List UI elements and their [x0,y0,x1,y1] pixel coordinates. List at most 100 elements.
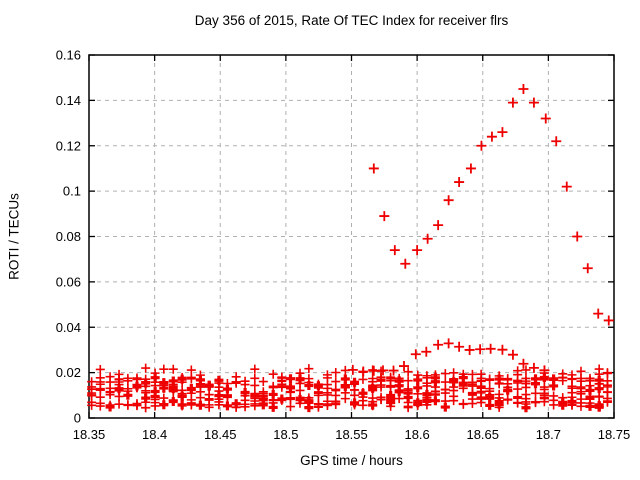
band-point [195,400,205,410]
band-point [177,391,187,401]
y-tick-label: 0.16 [56,48,81,63]
band-point [494,379,504,389]
band-point [313,402,323,412]
roti-secondary-bump-point [378,365,388,376]
band-point [350,385,360,395]
band-point [531,374,541,384]
band-point [114,391,124,401]
band-point [222,391,232,401]
band-point [331,367,341,377]
band-point [258,377,268,387]
band-point [386,398,396,408]
y-tick-label: 0.06 [56,274,81,289]
band-point [422,400,432,410]
band-point [549,395,559,405]
band-point [285,374,295,384]
roti-main-arc-point [368,163,379,174]
y-tick-label: 0 [74,411,81,426]
band-point [467,399,477,409]
band-point [521,378,531,388]
x-tick-label: 18.65 [466,427,499,442]
band-point [576,366,586,376]
roti-main-arc-point [528,97,539,108]
band-point [105,401,115,411]
band-point [295,368,305,378]
band-point [250,392,260,402]
band-point [123,384,133,394]
y-tick-label: 0.04 [56,320,81,335]
band-point [413,400,423,410]
roti-main-arc-point [572,231,583,242]
band-point [340,383,350,393]
band-point [141,378,151,388]
band-point [95,364,105,374]
band-point [558,400,568,410]
band-point [567,388,577,398]
roti-main-arc-point [497,127,508,138]
band-point [150,381,160,391]
roti-secondary-bump-point [518,358,529,369]
band-point [549,374,559,384]
band-point [558,369,568,379]
band-point [585,381,595,391]
band-point [467,389,477,399]
band-point [331,377,341,387]
roti-secondary-bump-point [388,365,399,376]
roti-secondary-bump-point [539,365,550,376]
band-point [159,399,169,409]
band-point [240,388,250,398]
band-point [513,370,523,380]
band-point [114,383,124,393]
roti-main-arc-point [465,163,476,174]
band-point [594,399,604,409]
band-point [268,402,278,412]
band-point [268,369,278,379]
band-point [485,392,495,402]
roti-main-arc-point [422,233,433,244]
band-point [594,379,604,389]
band-point [567,370,577,380]
band-point [304,378,314,388]
roti-main-arc-point [518,84,529,95]
band-point [413,370,423,380]
band-point [521,403,531,413]
x-tick-label: 18.45 [204,427,237,442]
band-point [186,365,196,375]
band-point [440,377,450,387]
roti-main-arc-point [454,177,465,188]
band-point [567,396,577,406]
band-point [322,380,332,390]
band-point [503,394,513,404]
band-point [132,401,142,411]
roti-main-arc-point [400,258,411,269]
band-point [177,401,187,411]
band-point [594,369,604,379]
band-point [458,399,468,409]
band-point [277,372,287,382]
roti-secondary-bump-point [399,361,409,372]
band-point [195,379,205,389]
roti-main-arc-point [433,220,444,231]
band-point [440,369,450,379]
band-point [368,393,378,403]
roti-main-arc-point [603,315,614,326]
band-point [513,378,523,388]
band-point [159,380,169,390]
band-point [331,396,341,406]
band-point [295,392,305,402]
band-point [250,364,260,374]
band-point [132,382,142,392]
band-point [386,391,396,401]
band-point [476,388,486,398]
y-tick-label: 0.02 [56,365,81,380]
band-point [403,389,413,399]
band-point [105,372,115,382]
band-point [376,375,386,385]
plot-border [88,54,615,419]
roti-secondary-bump-point [368,365,379,376]
x-axis-label: GPS time / hours [300,453,403,468]
band-point [240,380,250,390]
roti-main-arc-point [443,195,454,206]
band-point [186,398,196,408]
